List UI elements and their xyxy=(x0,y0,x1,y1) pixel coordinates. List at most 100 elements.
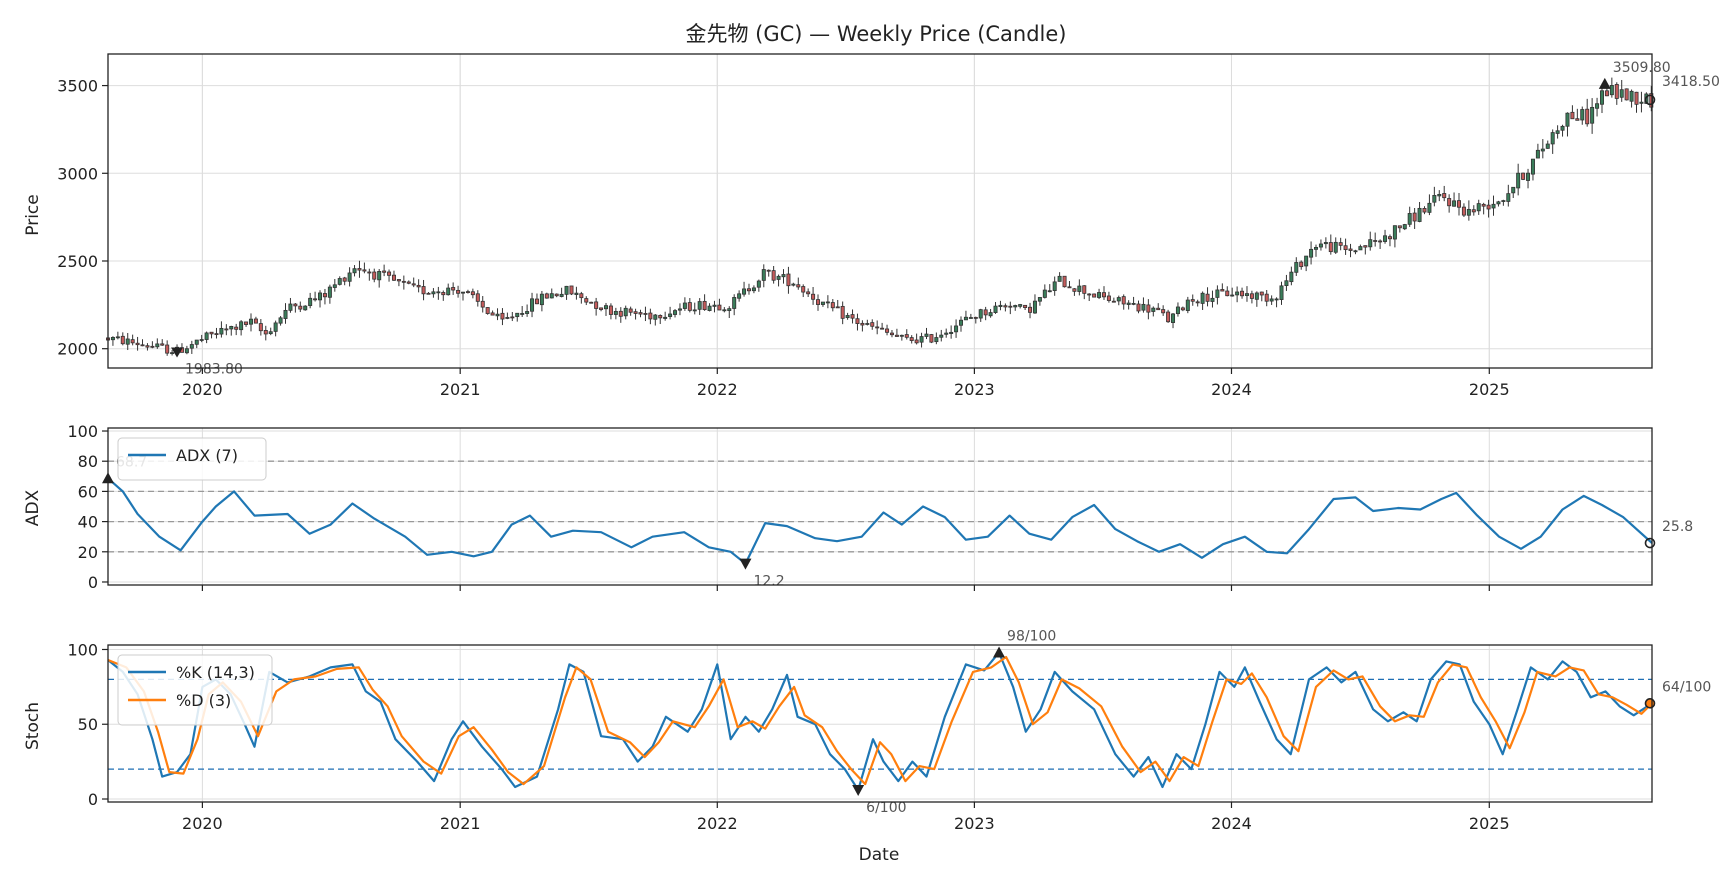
candle-body xyxy=(781,274,786,278)
candle-body xyxy=(145,345,150,348)
max-label: 98/100 xyxy=(1007,628,1056,644)
candle-body xyxy=(1082,285,1087,294)
candle-body xyxy=(470,291,475,296)
candle-body xyxy=(1008,305,1013,308)
y-tick-label: 0 xyxy=(88,790,98,809)
candle-body xyxy=(1624,88,1629,101)
candle-body xyxy=(239,321,244,331)
candle-body xyxy=(293,303,298,307)
candle-body xyxy=(465,291,470,293)
candle-body xyxy=(850,314,855,319)
candle-body xyxy=(510,316,515,319)
candle-body xyxy=(845,315,850,319)
candle-body xyxy=(372,271,377,280)
legend-item-label: %D (3) xyxy=(176,691,231,710)
candle-body xyxy=(658,315,663,319)
min-label: 6/100 xyxy=(866,800,906,816)
x-tick-label: 2022 xyxy=(697,380,738,399)
candle-body xyxy=(1018,304,1023,307)
candle-body xyxy=(313,298,318,301)
last-label: 25.8 xyxy=(1662,519,1693,535)
candle-body xyxy=(746,288,751,292)
price-panel: 2000 2500 3000 3500 2020 2021 2022 2023 2024 2025… xyxy=(57,53,1720,399)
candle-body xyxy=(687,302,692,311)
candle-body xyxy=(268,331,273,335)
candle-body xyxy=(505,317,510,319)
candle-body xyxy=(825,301,830,304)
candle-body xyxy=(1417,207,1422,222)
candle-body xyxy=(1452,200,1457,207)
candle-body xyxy=(1013,305,1018,308)
candle-body xyxy=(589,301,594,304)
candle-body xyxy=(1230,294,1235,297)
candle-body xyxy=(1437,193,1442,197)
candle-body xyxy=(919,336,924,343)
candle-body xyxy=(673,310,678,315)
candle-body xyxy=(1111,300,1116,303)
candle-body xyxy=(1392,225,1397,240)
max-label: 3509.80 xyxy=(1613,60,1671,76)
candle-body xyxy=(988,312,993,317)
last-marker xyxy=(1644,94,1656,106)
candle-body xyxy=(816,299,821,305)
x-tick-label: 2025 xyxy=(1469,814,1510,833)
candle-body xyxy=(377,271,382,281)
candle-body xyxy=(150,345,155,348)
candle-body xyxy=(855,318,860,324)
candle-body xyxy=(909,337,914,341)
candle-body xyxy=(357,268,362,271)
candle-body xyxy=(1343,245,1348,251)
candle-body xyxy=(1481,203,1486,207)
candle-body xyxy=(1580,109,1585,121)
last-marker xyxy=(1644,698,1656,709)
candle-body xyxy=(130,339,135,344)
candle-body xyxy=(613,310,618,315)
candle-body xyxy=(707,305,712,311)
candle-body xyxy=(830,302,835,309)
candle-body xyxy=(1457,200,1462,208)
candle-body xyxy=(1565,112,1570,127)
candle-body xyxy=(1131,302,1136,305)
candle-body xyxy=(1299,261,1304,268)
candle-body xyxy=(1141,303,1146,311)
candle-body xyxy=(387,271,392,276)
candle-body xyxy=(189,344,194,349)
candle-body xyxy=(860,322,865,326)
x-tick-label: 2023 xyxy=(954,814,995,833)
candle-body xyxy=(1072,288,1077,292)
candle-body xyxy=(219,327,224,335)
candle-body xyxy=(1471,209,1476,213)
candle-body xyxy=(332,284,337,288)
candle-body xyxy=(1294,262,1299,273)
y-tick-label: 100 xyxy=(67,640,98,659)
candle-body xyxy=(436,291,441,294)
candle-body xyxy=(727,308,732,312)
candle-body xyxy=(411,283,416,286)
candle-body xyxy=(1383,235,1388,242)
candle-body xyxy=(929,334,934,343)
candle-body xyxy=(1028,306,1033,313)
candle-body xyxy=(1077,285,1082,292)
series-line-1 xyxy=(107,655,1653,786)
candle-body xyxy=(382,270,387,273)
candle-body xyxy=(732,297,737,309)
candle-body xyxy=(1328,242,1333,253)
candle-body xyxy=(431,291,436,295)
candle-body xyxy=(1304,255,1309,267)
candle-body xyxy=(1535,149,1540,159)
candle-body xyxy=(1338,242,1343,246)
candle-body xyxy=(554,293,559,297)
candle-body xyxy=(899,334,904,337)
candle-body xyxy=(840,305,845,319)
x-tick-label: 2021 xyxy=(440,380,481,399)
candle-body xyxy=(1249,293,1254,299)
candle-body xyxy=(653,314,658,320)
y-tick-label: 60 xyxy=(78,482,98,501)
candle-body xyxy=(125,338,130,345)
candle-body xyxy=(865,323,870,325)
candle-body xyxy=(234,326,239,330)
candle-body xyxy=(1555,130,1560,134)
x-tick-label: 2022 xyxy=(697,814,738,833)
candle-body xyxy=(599,307,604,310)
candle-body xyxy=(791,283,796,286)
